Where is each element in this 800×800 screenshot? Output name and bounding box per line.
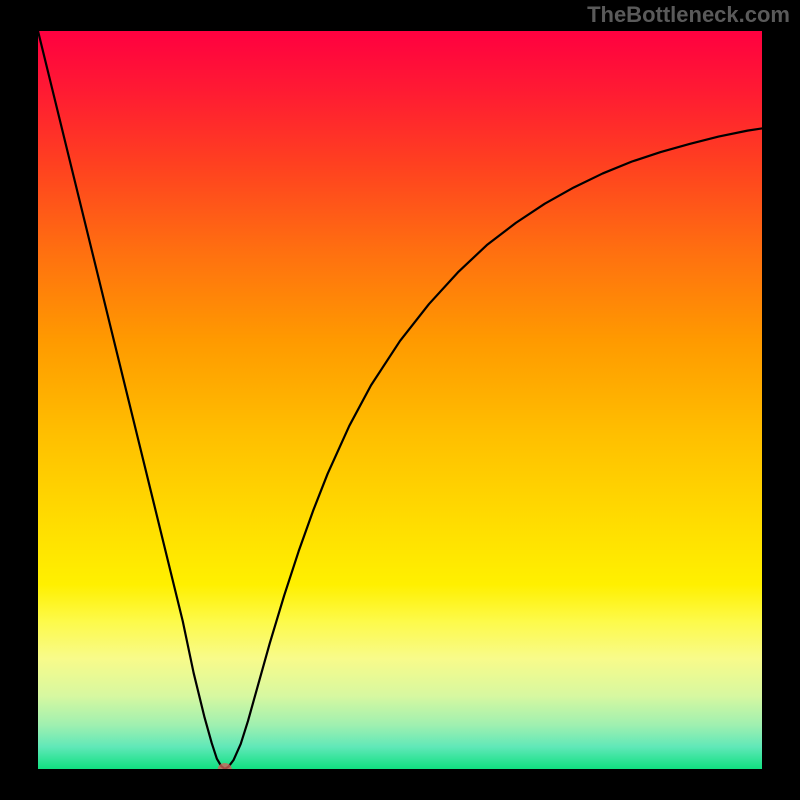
chart-svg xyxy=(38,31,762,769)
plot-outer-frame xyxy=(0,0,800,800)
gradient-background xyxy=(38,31,762,769)
plot-area xyxy=(38,31,762,769)
watermark-text: TheBottleneck.com xyxy=(587,2,790,28)
